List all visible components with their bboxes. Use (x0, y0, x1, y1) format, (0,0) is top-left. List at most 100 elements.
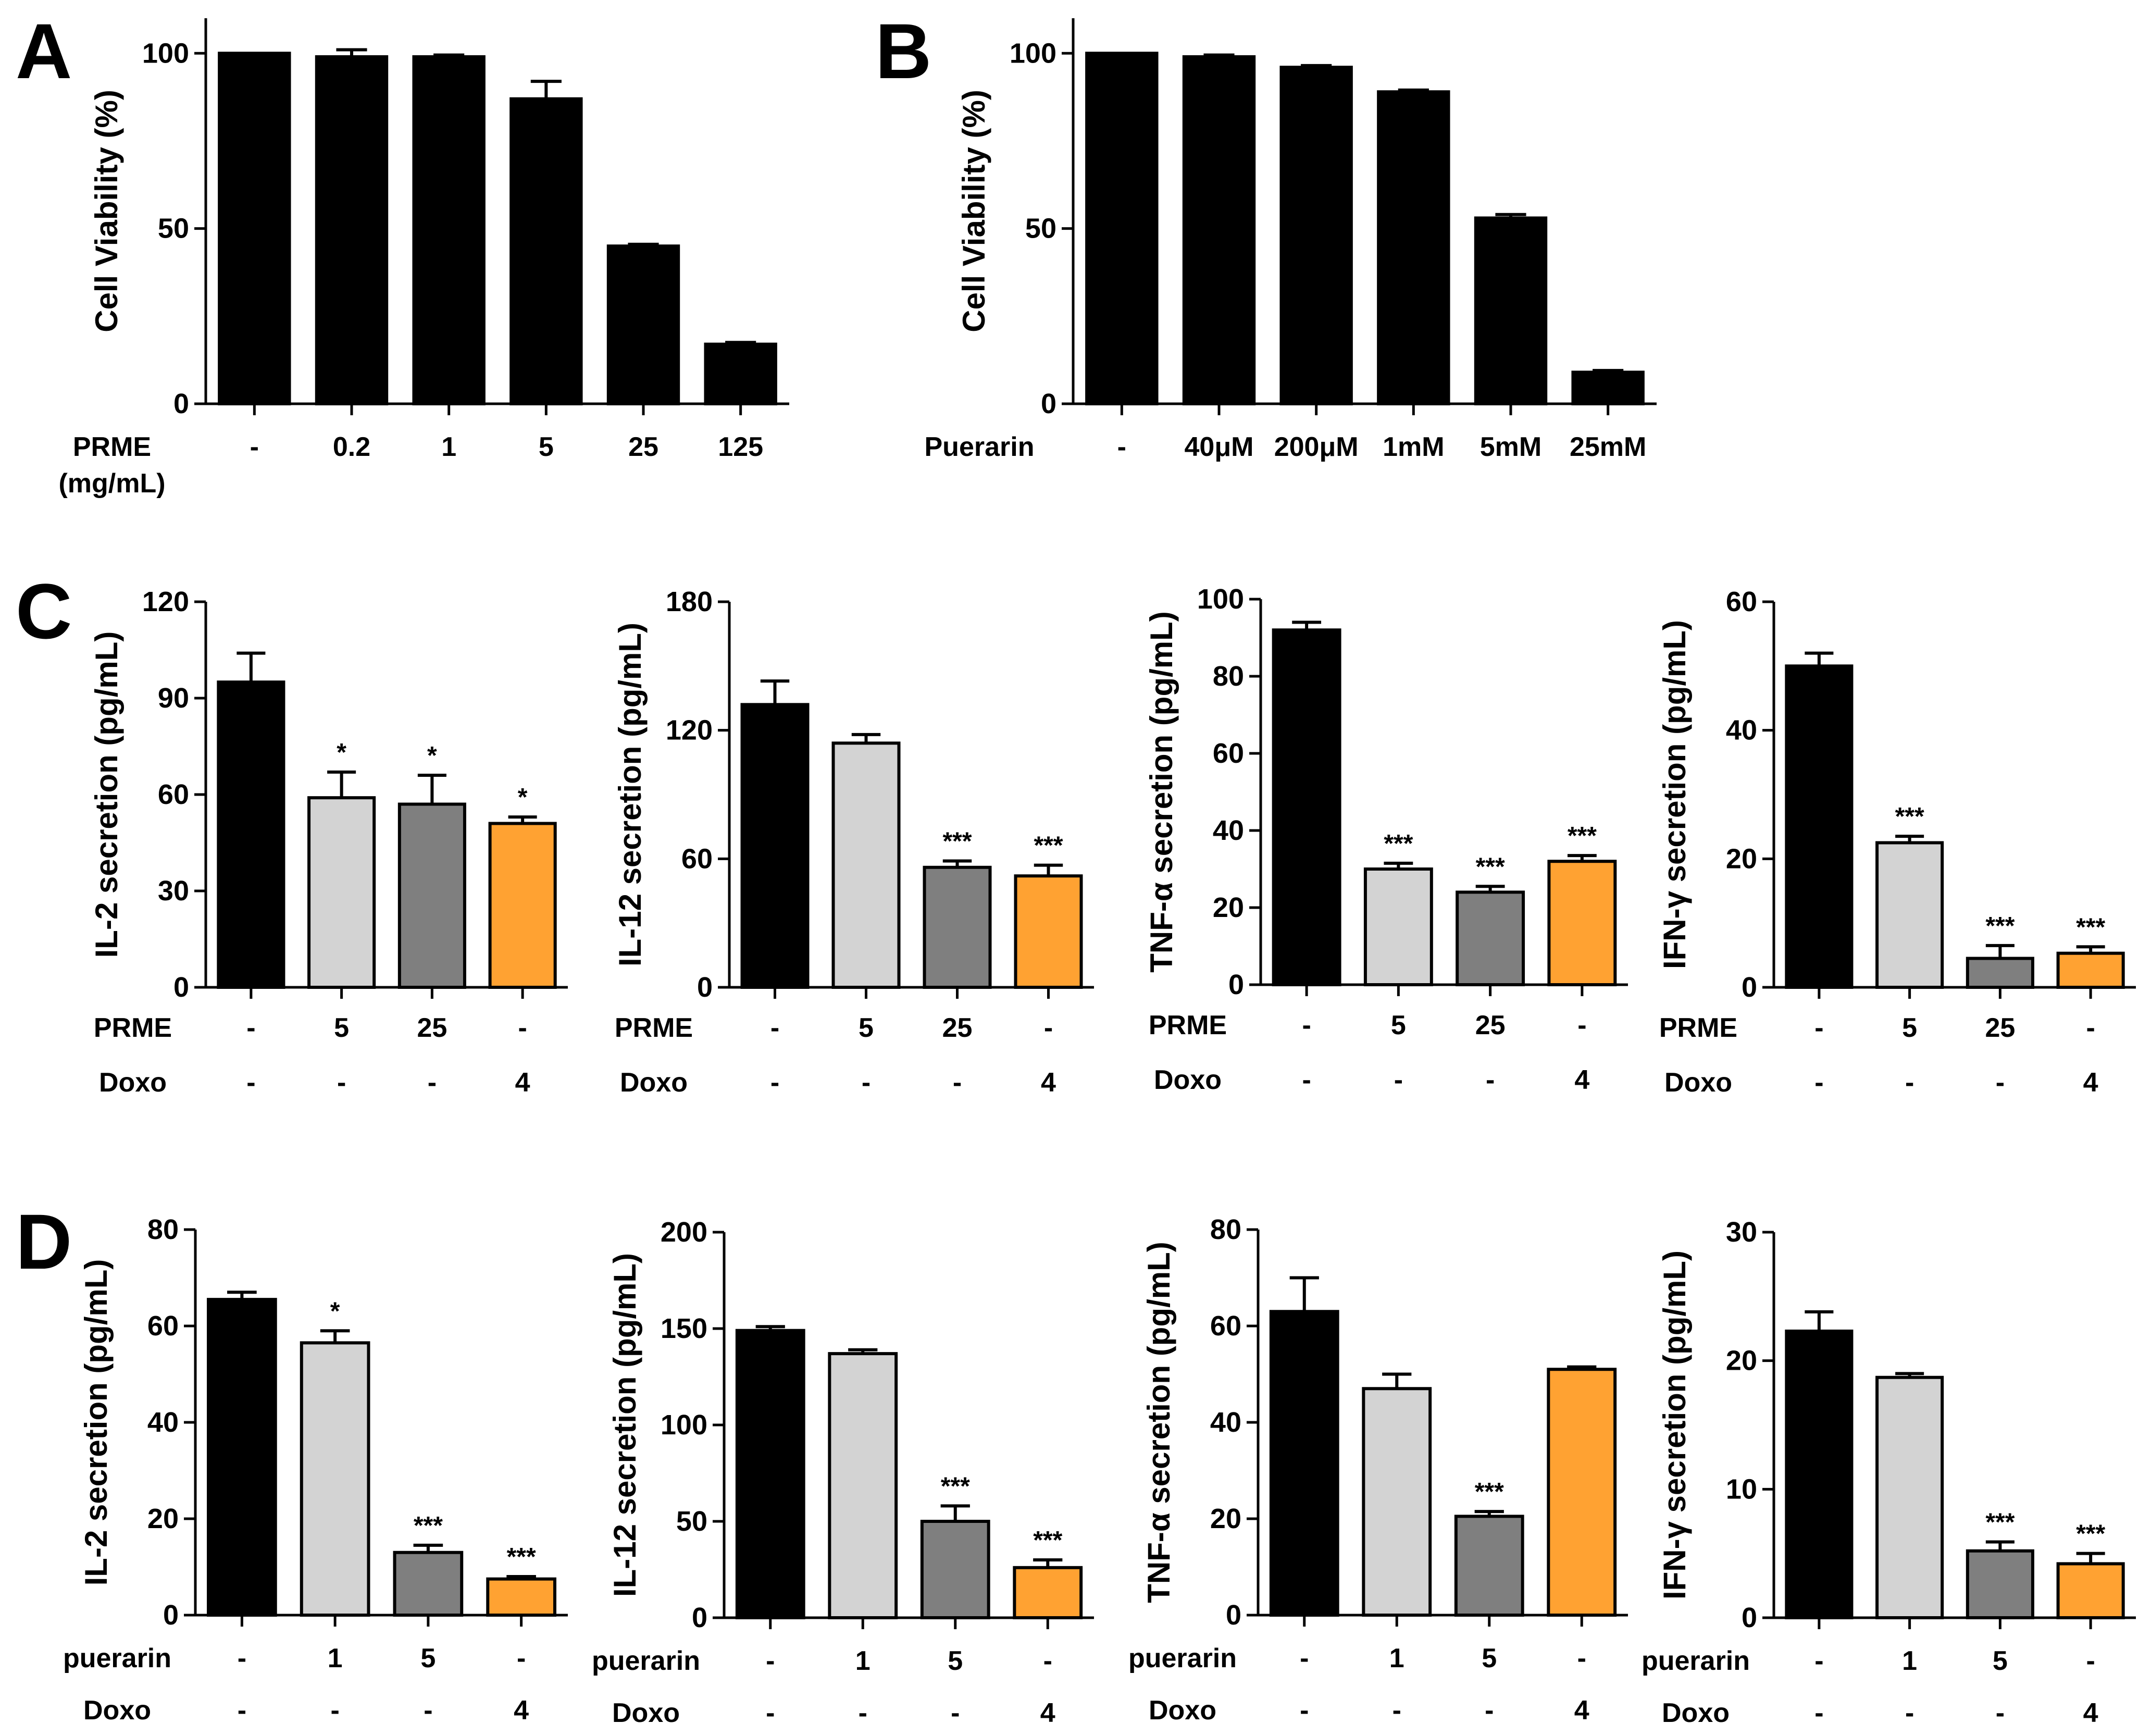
x-tick-label: 0.2 (333, 432, 370, 462)
significance-label: *** (2076, 913, 2105, 941)
bar (1013, 1566, 1083, 1620)
y-tick-label: 60 (681, 843, 713, 874)
bar (1785, 664, 1854, 989)
significance-label: *** (1034, 832, 1063, 860)
bar (1547, 1368, 1617, 1617)
x-tick-label: - (2086, 1013, 2095, 1043)
y-axis-label: IL-12 secretion (pg/mL) (607, 1253, 642, 1597)
y-axis-label: Cell Viability (%) (89, 90, 124, 332)
y-tick-label: 0 (692, 1602, 707, 1633)
x-tick-label: 4 (1574, 1065, 1589, 1095)
significance-label: *** (2076, 1520, 2105, 1548)
y-tick-label: 60 (1210, 1310, 1241, 1342)
y-tick-label: 0 (1742, 972, 1757, 1003)
y-tick-label: 40 (1213, 815, 1244, 846)
panel-letter-D: D (16, 1198, 72, 1285)
chart-panel-6: 0 20 40 60 IFN-γ secretion (pg/mL) *** *** *** P… (1657, 586, 2136, 1098)
bar (1362, 1387, 1432, 1617)
x-tick-label: - (518, 1013, 527, 1043)
y-tick-label: 20 (1726, 1345, 1757, 1377)
y-axis-label: TNF-α secretion (pg/mL) (1141, 1242, 1176, 1603)
x-tick-label: - (2086, 1646, 2095, 1676)
x-tick-label: - (1117, 432, 1126, 462)
x-tick-label: - (1814, 1068, 1823, 1098)
x-tick-label: 1 (1389, 1643, 1404, 1673)
y-axis-label: TNF-α secretion (pg/mL) (1144, 611, 1179, 973)
x-tick-label: - (1577, 1643, 1586, 1673)
y-tick-label: 0 (173, 388, 189, 419)
bar (1456, 890, 1525, 987)
significance-label: *** (1985, 1508, 2015, 1536)
x-tick-label: 4 (2083, 1698, 2098, 1728)
bar (606, 244, 680, 405)
x-tick-label: - (766, 1698, 775, 1728)
significance-label: * (518, 784, 528, 811)
y-tick-label: 0 (1226, 1599, 1241, 1631)
condition-row-name: puerarin (1128, 1643, 1237, 1673)
x-tick-label: - (770, 1068, 779, 1098)
bar (1279, 66, 1353, 405)
chart-panel-2: B 0 50 100 Cell Viability (%) Puerarin - 40μM 20… (875, 7, 1657, 462)
condition-row-name: Puerarin (925, 432, 1035, 462)
y-tick-label: 120 (666, 715, 713, 746)
condition-row-name: Doxo (83, 1695, 151, 1726)
x-tick-label: 4 (1041, 1068, 1056, 1098)
bar (1875, 1375, 1944, 1620)
y-tick-label: 120 (142, 586, 189, 617)
x-tick-label: - (951, 1698, 960, 1728)
condition-row-name: Doxo (620, 1068, 688, 1098)
x-tick-label: - (1392, 1695, 1401, 1726)
x-tick-label: - (1996, 1068, 2005, 1098)
x-tick-label: 5 (948, 1646, 963, 1676)
bar (828, 1352, 898, 1620)
bar (412, 55, 486, 405)
y-tick-label: 60 (158, 779, 189, 810)
y-tick-label: 90 (158, 683, 189, 714)
significance-label: *** (1033, 1527, 1062, 1554)
y-axis-label: IL-12 secretion (pg/mL) (613, 623, 648, 966)
x-tick-label: - (517, 1643, 526, 1673)
x-tick-label: 1 (1902, 1646, 1917, 1676)
y-tick-label: 0 (173, 972, 189, 1003)
x-tick-label: 4 (2083, 1068, 2098, 1098)
chart-panel-8: 0 50 100 150 200 IL-12 secretion (pg/mL) *** **… (592, 1217, 1094, 1728)
bar (920, 1520, 990, 1619)
x-tick-label: 4 (514, 1695, 529, 1726)
condition-row-name: PRME (94, 1013, 172, 1043)
y-tick-label: 0 (1742, 1602, 1757, 1633)
x-tick-label: 1mM (1383, 432, 1444, 462)
y-tick-label: 50 (676, 1506, 707, 1537)
bar (1377, 90, 1450, 406)
x-tick-label: 125 (718, 432, 763, 462)
significance-label: *** (941, 1472, 970, 1500)
y-tick-label: 50 (158, 213, 189, 244)
x-tick-label: 4 (1574, 1695, 1589, 1726)
x-tick-label: - (337, 1068, 346, 1098)
bar (217, 680, 285, 989)
x-tick-label: - (953, 1068, 962, 1098)
significance-label: *** (507, 1543, 536, 1571)
y-axis-label: IFN-γ secretion (pg/mL) (1657, 620, 1692, 969)
significance-label: *** (1384, 830, 1413, 858)
bar (735, 1329, 805, 1619)
y-tick-label: 20 (1210, 1503, 1241, 1534)
x-tick-label: 5 (859, 1013, 874, 1043)
y-tick-label: 40 (1726, 715, 1757, 746)
condition-row-name: PRME (1659, 1013, 1737, 1043)
condition-row-name: puerarin (592, 1646, 700, 1676)
x-tick-label: - (1814, 1013, 1823, 1043)
y-tick-label: 80 (1210, 1214, 1241, 1245)
y-tick-label: 100 (1010, 38, 1056, 69)
condition-row-name: Doxo (1154, 1065, 1222, 1095)
bar (2056, 951, 2125, 989)
y-tick-label: 200 (661, 1217, 707, 1248)
x-tick-label: 40μM (1185, 432, 1254, 462)
x-tick-label: - (1577, 1010, 1586, 1040)
bar (218, 52, 291, 406)
x-tick-label: 1 (328, 1643, 343, 1673)
y-tick-label: 50 (1025, 213, 1056, 244)
significance-label: * (330, 1297, 340, 1325)
x-tick-label: - (424, 1695, 432, 1726)
chart-panel-5: 0 20 40 60 80 100 TNF-α secretion (pg/mL) *** **… (1144, 584, 1628, 1095)
